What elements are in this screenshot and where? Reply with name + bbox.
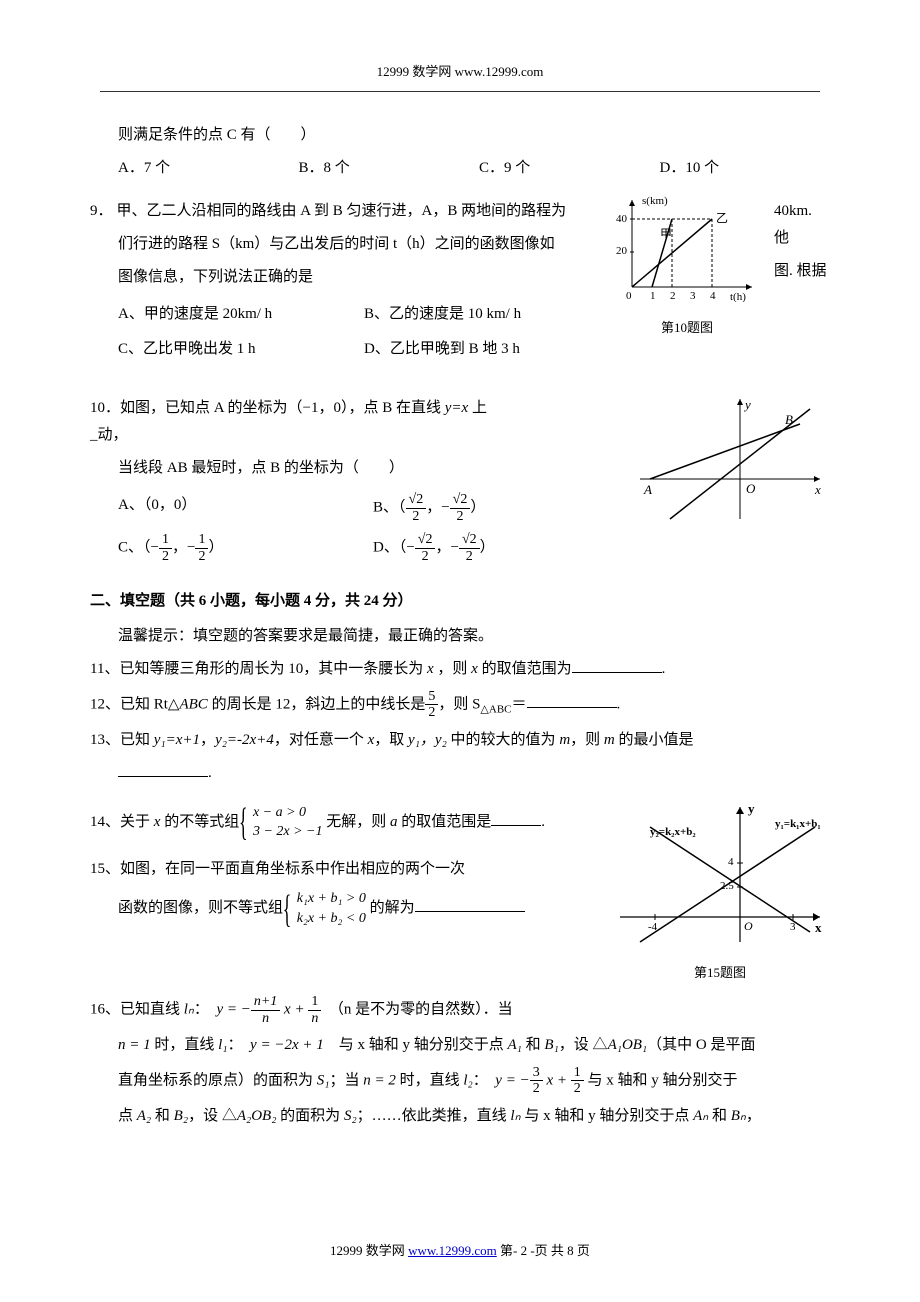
q10: 10．如图，已知点 A 的坐标为（−1，0），点 B 在直线 y=x 上 _动，… [90, 389, 830, 574]
q16-line1: 16、已知直线 lₙ： y = −n+1n x + 1n （n 是不为零的自然数… [90, 994, 830, 1026]
q9-line2: 们行进的路程 S（km）与乙出发后的时间 t（h）之间的函数图像如 [90, 231, 600, 258]
q9-xlabel: t(h) [730, 291, 746, 302]
q10-line2: 当线段 AB 最短时，点 B 的坐标为（ ） [90, 455, 618, 482]
svg-text:3: 3 [790, 921, 796, 933]
q14-q15-row: 14、关于 x 的不等式组 x − a > 03 − 2x > −1 无解，则 … [90, 797, 830, 984]
q13-blank [118, 762, 208, 777]
q9-figure-wrap: s(km) t(h) 40 20 0 1 2 3 4 甲 乙 第10题图 [612, 192, 762, 339]
q9-opt-b: B、乙的速度是 10 km/ h [364, 301, 600, 328]
q9-y20: 20 [616, 245, 628, 257]
q15-line2: 函数的图像，则不等式组 k₁x + b₁ > 0k₂x + b₂ < 0 的解为 [90, 889, 598, 928]
q9-line1-row: 9． 甲、乙二人沿相同的路线由 A 到 B 匀速行进，A，B 两地间的路程为 [90, 198, 600, 225]
q10-line1: 10．如图，已知点 A 的坐标为（−1，0），点 B 在直线 y=x 上 _动， [90, 395, 618, 449]
q10-l1b: y=x [445, 400, 468, 416]
q9-tail2: 图. 根据 [774, 258, 830, 285]
svg-text:B: B [785, 412, 793, 427]
q15-fig-caption: 第15题图 [610, 961, 830, 984]
q9-options: A、甲的速度是 20km/ h B、乙的速度是 10 km/ h C、乙比甲晚出… [90, 301, 600, 363]
q9-figure: s(km) t(h) 40 20 0 1 2 3 4 甲 乙 [612, 192, 762, 302]
q10-opt-a: A、（0，0） [118, 492, 363, 524]
q14-brace: x − a > 03 − 2x > −1 [243, 803, 323, 842]
q9-yi: 乙 [716, 211, 728, 225]
q9-body: 9． 甲、乙二人沿相同的路线由 A 到 B 匀速行进，A，B 两地间的路程为 们… [90, 192, 600, 373]
q15-figure: y x O y₁=k₁x+b₁ y₂=k₂x+b₂ -4 3 2.5 4 [610, 797, 830, 947]
q10-l1a: 如图，已知点 A 的坐标为（−1，0），点 B 在直线 [120, 400, 445, 416]
q8-prompt: 则满足条件的点 C 有（ ） [90, 122, 830, 149]
page-footer: 12999 数学网 www.12999.com 第- 2 -页 共 8 页 [0, 1239, 920, 1262]
q9-fig-caption: 第10题图 [612, 316, 762, 339]
svg-text:1: 1 [650, 290, 656, 302]
svg-text:y₁=k₁x+b₁: y₁=k₁x+b₁ [775, 818, 821, 830]
svg-text:O: O [744, 919, 753, 933]
q11: 11、已知等腰三角形的周长为 10，其中一条腰长为 x ，则 x 的取值范围为. [90, 656, 830, 683]
q9-opt-a: A、甲的速度是 20km/ h [118, 301, 354, 328]
q14-q15-body: 14、关于 x 的不等式组 x − a > 03 − 2x > −1 无解，则 … [90, 797, 598, 934]
svg-text:y: y [748, 801, 755, 816]
q14-blank [491, 811, 541, 826]
q9-number: 9． [90, 198, 113, 225]
svg-text:3: 3 [690, 290, 696, 302]
q9-opt-d: D、乙比甲晚到 B 地 3 h [364, 336, 600, 363]
q15-blank [415, 897, 525, 912]
svg-text:-4: -4 [648, 921, 658, 933]
q8-opt-a: A．7 个 [118, 155, 289, 182]
svg-text:4: 4 [728, 856, 734, 868]
q9-tail1: 40km. 他 [774, 198, 830, 252]
q10-opt-d: D、（−√22，−√22） [373, 532, 618, 564]
q11-blank [572, 658, 662, 673]
page-header: 12999 数学网 www.12999.com [50, 60, 870, 83]
svg-text:2.5: 2.5 [720, 880, 734, 892]
q10-number: 10． [90, 400, 120, 416]
q8-opt-c: C．9 个 [479, 155, 650, 182]
svg-text:x: x [815, 920, 822, 935]
footer-prefix: 12999 数学网 [330, 1243, 408, 1258]
svg-text:y₂=k₂x+b₂: y₂=k₂x+b₂ [650, 826, 696, 838]
svg-text:x: x [814, 482, 821, 497]
svg-text:0: 0 [626, 290, 632, 302]
q10-figure-wrap: y x A B O [630, 389, 830, 539]
q15-line1: 15、如图，在同一平面直角坐标系中作出相应的两个一次 [90, 856, 598, 883]
q9: 9． 甲、乙二人沿相同的路线由 A 到 B 匀速行进，A，B 两地间的路程为 们… [90, 192, 830, 373]
q9-opt-c: C、乙比甲晚出发 1 h [118, 336, 354, 363]
header-rule [100, 91, 820, 92]
content: 则满足条件的点 C 有（ ） A．7 个 B．8 个 C．9 个 D．10 个 … [50, 122, 870, 1129]
svg-text:4: 4 [710, 290, 716, 302]
q9-tails: 40km. 他 图. 根据 [774, 192, 830, 291]
q14: 14、关于 x 的不等式组 x − a > 03 − 2x > −1 无解，则 … [90, 803, 598, 842]
q15-figure-wrap: y x O y₁=k₁x+b₁ y₂=k₂x+b₂ -4 3 2.5 4 第15… [610, 797, 830, 984]
q9-y40: 40 [616, 213, 628, 225]
q10-options: A、（0，0） B、（√22，−√22） C、（−12，−12） D、（−√22… [90, 492, 618, 564]
q9-jia: 甲 [660, 227, 672, 241]
q16-line3: 直角坐标系的原点）的面积为 S₁；当 n = 2 时，直线 l₂： y = −3… [90, 1065, 830, 1097]
svg-text:2: 2 [670, 290, 676, 302]
q12-blank [527, 693, 617, 708]
q15-brace: k₁x + b₁ > 0k₂x + b₂ < 0 [287, 889, 366, 928]
header-site: 12999 数学网 www.12999.com [377, 64, 544, 79]
footer-suffix: 第- 2 -页 共 8 页 [497, 1243, 590, 1258]
svg-text:O: O [746, 481, 756, 496]
section2-title: 二、填空题（共 6 小题，每小题 4 分，共 24 分） [90, 588, 830, 615]
q10-opt-c: C、（−12，−12） [118, 532, 363, 564]
q16-line4: 点 A₂ 和 B₂，设 △A₂OB₂ 的面积为 S₂；……依此类推，直线 lₙ … [90, 1103, 830, 1130]
svg-text:y: y [743, 397, 751, 412]
q8-opt-d: D．10 个 [660, 155, 831, 182]
footer-link[interactable]: www.12999.com [408, 1243, 497, 1258]
q16-line2: n = 1 时，直线 l₁： y = −2x + 1 与 x 轴和 y 轴分别交… [90, 1032, 830, 1059]
q9-line3: 图像信息，下列说法正确的是 [90, 264, 600, 291]
q9-line1: 甲、乙二人沿相同的路线由 A 到 B 匀速行进，A，B 两地间的路程为 [117, 198, 600, 225]
q10-opt-b: B、（√22，−√22） [373, 492, 618, 524]
q10-figure: y x A B O [630, 389, 830, 529]
q13: 13、已知 y₁=x+1，y₂=-2x+4，对任意一个 x，取 y₁，y₂ 中的… [90, 727, 830, 754]
q8-options: A．7 个 B．8 个 C．9 个 D．10 个 [90, 155, 830, 182]
section2-hint: 温馨提示：填空题的答案要求是最简捷，最正确的答案。 [90, 623, 830, 650]
q9-ylabel: s(km) [642, 195, 668, 207]
q10-body: 10．如图，已知点 A 的坐标为（−1，0），点 B 在直线 y=x 上 _动，… [90, 389, 618, 574]
q8-opt-b: B．8 个 [299, 155, 470, 182]
q13-blank-line: . [90, 760, 830, 787]
q12: 12、已知 Rt△ABC 的周长是 12，斜边上的中线长是52，则 S△ABC＝… [90, 689, 830, 721]
svg-text:A: A [643, 482, 652, 497]
